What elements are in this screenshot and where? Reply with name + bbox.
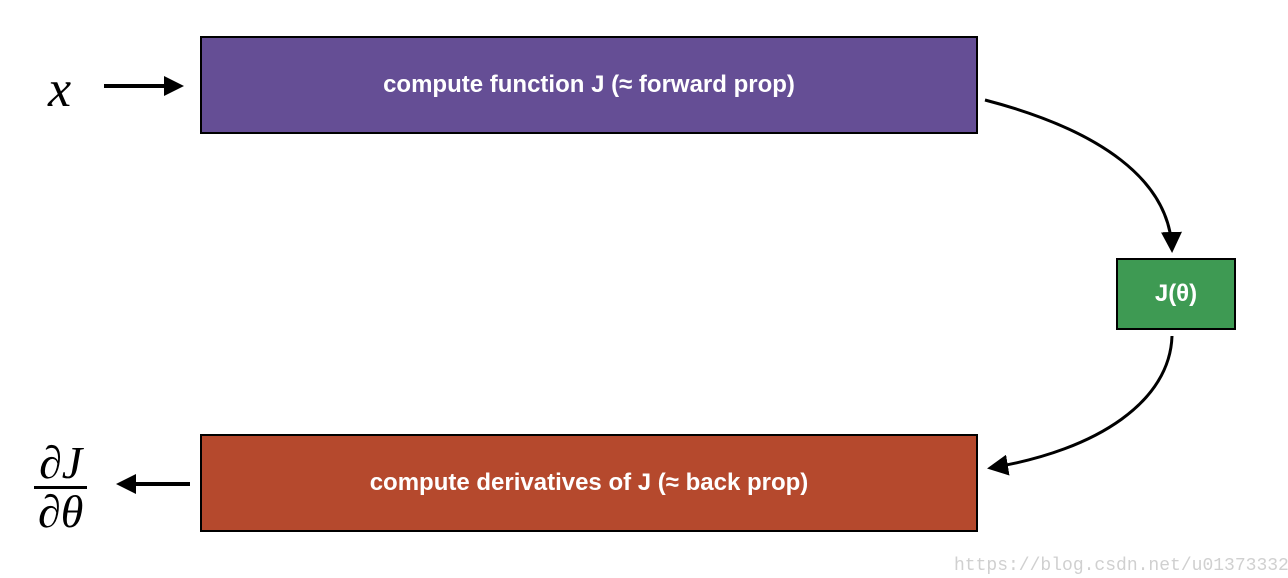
watermark-text: https://blog.csdn.net/u013733326 [954,556,1288,576]
forward-prop-box: compute function J (≈ forward prop) [200,36,978,134]
fraction-numerator: ∂J [35,440,86,486]
fraction-denominator: ∂θ [34,486,87,535]
arrow-forward-to-jtheta [985,100,1172,250]
arrow-jtheta-to-backward [990,336,1172,468]
j-theta-box: J(θ) [1116,258,1236,330]
input-x-label: x [48,60,71,119]
output-gradient-label: ∂J ∂θ [34,440,87,535]
x-symbol: x [48,61,71,118]
watermark-label: https://blog.csdn.net/u013733326 [954,556,1288,576]
forward-prop-label: compute function J (≈ forward prop) [383,71,795,99]
j-theta-label: J(θ) [1155,280,1197,308]
partial-fraction: ∂J ∂θ [34,440,87,535]
backward-prop-label: compute derivatives of J (≈ back prop) [370,469,809,497]
backward-prop-box: compute derivatives of J (≈ back prop) [200,434,978,532]
